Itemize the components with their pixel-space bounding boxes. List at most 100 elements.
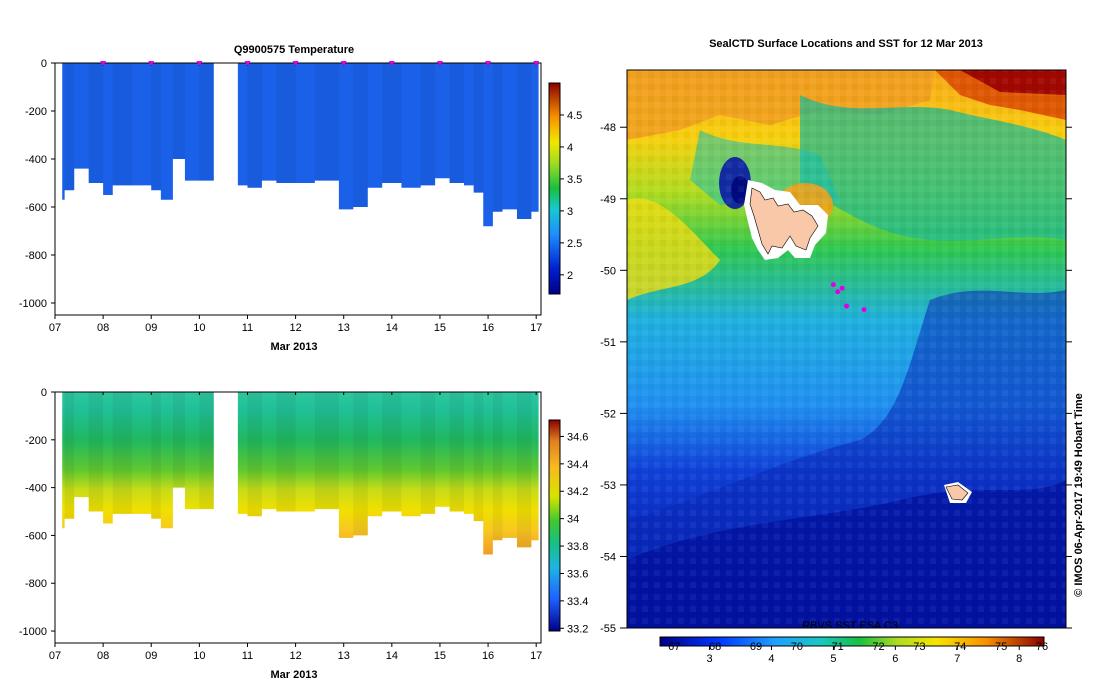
x-tick-label: 07 <box>49 650 61 662</box>
salinity-colorbar <box>548 419 561 632</box>
x-tick-label: 15 <box>434 650 446 662</box>
temperature-plot-frame <box>54 62 542 316</box>
temperature-x-label: Mar 2013 <box>270 341 317 353</box>
profile-marker <box>388 61 395 66</box>
x-tick-label: 07 <box>49 322 61 334</box>
x-tick-label: 12 <box>289 650 301 662</box>
x-tick-label: 10 <box>193 322 205 334</box>
y-tick-label: -800 <box>25 578 47 590</box>
temperature-colorbar-ticks: 4.5 4 3.5 3 2.5 2 <box>560 110 582 282</box>
sst-colorbar <box>659 636 1045 647</box>
colorbar-tick-label: 4 <box>567 142 573 154</box>
profile-marker <box>196 61 203 66</box>
sst-map: RBVS SST ESA C3 <box>627 70 1066 632</box>
seal-location-point <box>835 289 841 295</box>
colorbar-tick-label: 2 <box>567 270 573 282</box>
y-tick-label: -1000 <box>19 626 47 638</box>
sst-colorbar-tick-label: 6 <box>892 653 898 665</box>
x-tick-label: 16 <box>482 322 494 334</box>
y-tick-label: -1000 <box>19 298 47 310</box>
sst-colorbar-top-label: 70 <box>791 641 803 653</box>
y-tick-label: -800 <box>25 250 47 262</box>
y-tick-label: -400 <box>25 154 47 166</box>
map-axes: -48 -49 -50 -51 -52 -53 -54 -55 <box>600 122 1072 635</box>
colorbar-tick-label: 3 <box>567 206 573 218</box>
sst-colorbar-top-label: 76 <box>1036 641 1048 653</box>
sst-colorbar-tick-label: 5 <box>830 653 836 665</box>
y-tick-label: -200 <box>25 106 47 118</box>
colorbar-tick-label: 34 <box>567 514 579 526</box>
colorbar-tick-label: 33.4 <box>567 596 588 608</box>
x-tick-label: 09 <box>145 650 157 662</box>
temperature-section-plot <box>62 63 539 227</box>
profile-marker <box>292 61 299 66</box>
section-data-region <box>237 392 539 555</box>
map-y-tick-label: -53 <box>600 480 616 492</box>
x-tick-label: 17 <box>530 650 542 662</box>
profile-marker <box>436 61 443 66</box>
x-tick-label: 08 <box>97 322 109 334</box>
temperature-chart-title: Q9900575 Temperature <box>234 44 354 56</box>
seal-location-point <box>844 303 849 309</box>
map-y-tick-label: -51 <box>600 337 616 349</box>
map-y-tick-label: -54 <box>600 551 616 563</box>
sst-colorbar-top-label: 67 <box>668 641 680 653</box>
x-tick-label: 14 <box>386 650 398 662</box>
map-y-tick-label: -55 <box>600 623 616 635</box>
colorbar-tick-label: 33.6 <box>567 568 588 580</box>
salinity-section-plot <box>62 392 539 555</box>
profile-marker <box>533 61 540 66</box>
y-tick-label: -600 <box>25 530 47 542</box>
map-y-tick-label: -49 <box>600 194 616 206</box>
sst-colorbar-tick-label: 7 <box>954 653 960 665</box>
imos-credit: © IMOS 06-Apr-2017 19:49 Hobart Time <box>1073 393 1085 597</box>
x-tick-label: 14 <box>386 322 398 334</box>
map-title: SealCTD Surface Locations and SST for 12… <box>709 38 983 50</box>
map-y-tick-label: -48 <box>600 122 616 134</box>
x-tick-label: 11 <box>242 322 253 334</box>
section-data-region <box>62 63 214 200</box>
sst-colorbar-top-label: 69 <box>750 641 762 653</box>
colorbar-tick-label: 34.4 <box>567 459 588 471</box>
y-tick-label: -600 <box>25 202 47 214</box>
y-tick-label: -200 <box>25 435 47 447</box>
colorbar-tick-label: 33.2 <box>567 623 588 635</box>
colorbar-tick-label: 2.5 <box>567 238 582 250</box>
profile-marker <box>100 61 107 66</box>
profile-marker <box>485 61 492 66</box>
seal-location-point <box>861 307 867 313</box>
sst-colorbar-tick-label: 3 <box>706 653 712 665</box>
x-tick-label: 11 <box>242 650 253 662</box>
salinity-x-label: Mar 2013 <box>270 669 317 681</box>
seal-locations <box>830 282 867 313</box>
x-tick-label: 08 <box>97 650 109 662</box>
map-y-tick-label: -50 <box>600 265 616 277</box>
colorbar-tick-label: 34.2 <box>567 486 588 498</box>
seal-location-point <box>839 285 845 291</box>
sst-colorbar-tick-label: 4 <box>768 653 774 665</box>
salinity-plot-frame <box>54 391 542 644</box>
y-tick-label: 0 <box>41 58 47 70</box>
x-tick-label: 12 <box>289 322 301 334</box>
y-tick-label: -400 <box>25 483 47 495</box>
map-frame <box>626 69 1067 629</box>
map-bottom-label: RBVS SST ESA C3 <box>802 620 898 632</box>
x-tick-label: 16 <box>482 650 494 662</box>
x-tick-label: 09 <box>145 322 157 334</box>
sst-colorbar-top-label: 74 <box>954 641 966 653</box>
sst-colorbar-top-label: 68 <box>709 641 721 653</box>
x-tick-label: 15 <box>434 322 446 334</box>
x-tick-label: 13 <box>338 650 350 662</box>
colorbar-tick-label: 33.8 <box>567 541 588 553</box>
profile-marker <box>244 61 251 66</box>
x-tick-label: 17 <box>530 322 542 334</box>
map-y-tick-label: -52 <box>600 408 616 420</box>
sst-colorbar-tick-label: 8 <box>1016 653 1022 665</box>
x-tick-label: 10 <box>193 650 205 662</box>
x-tick-label: 13 <box>338 322 350 334</box>
y-tick-label: 0 <box>41 387 47 399</box>
temperature-colorbar <box>548 82 561 295</box>
